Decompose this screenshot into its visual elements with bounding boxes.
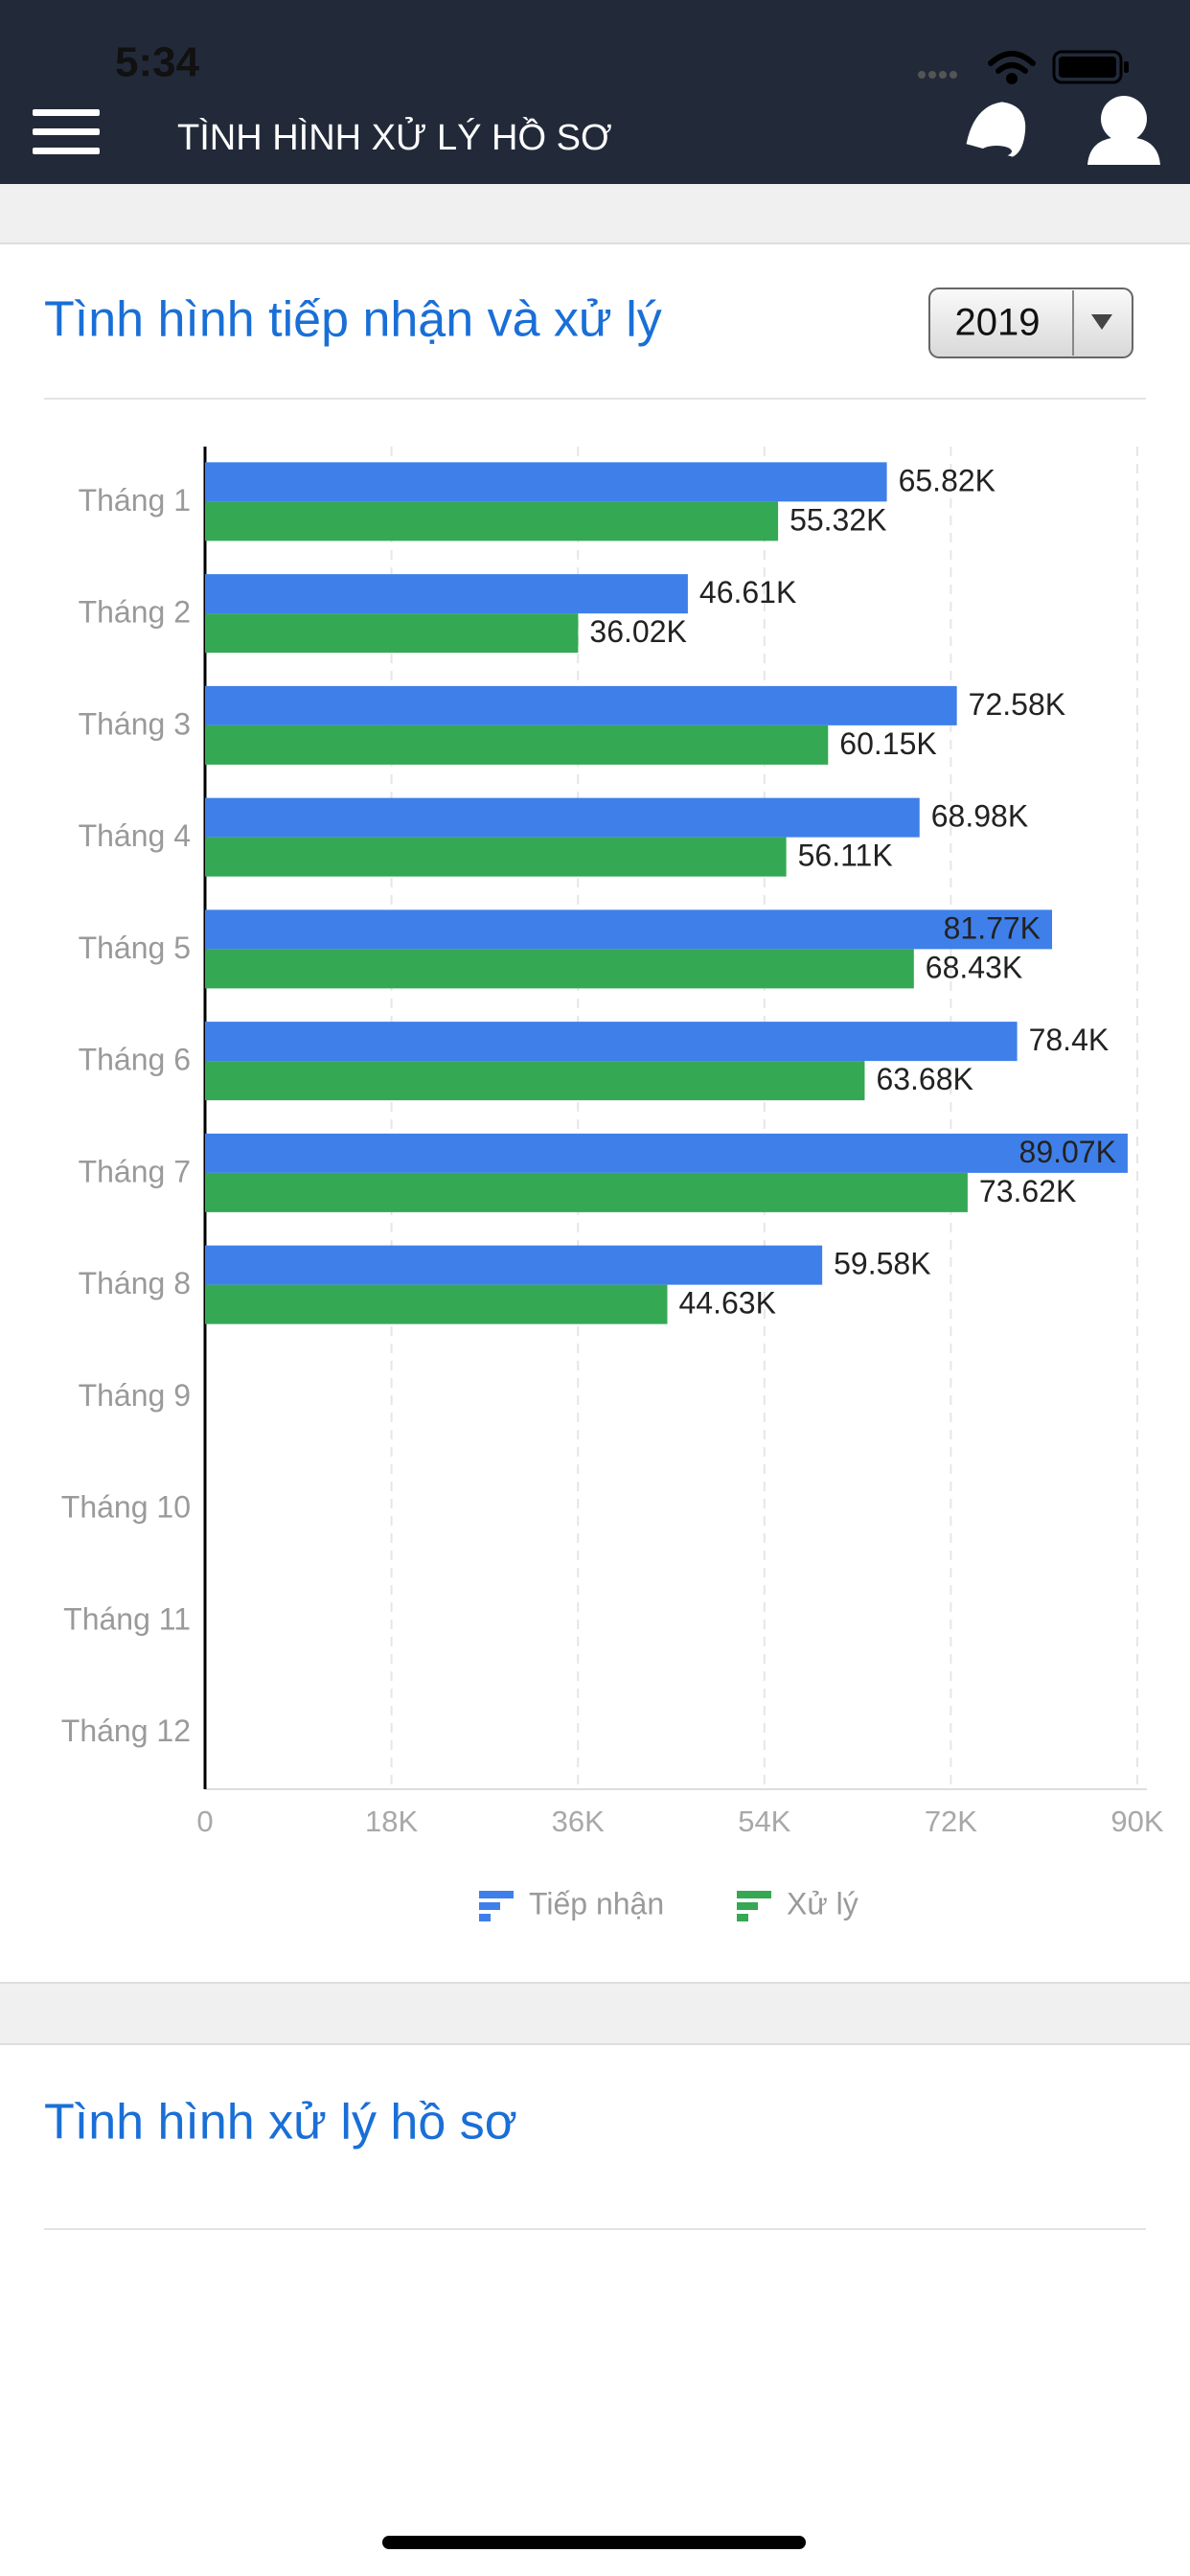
x-tick-label: 18K [365, 1805, 418, 1838]
legend-icon [479, 1891, 514, 1898]
value-label: 36.02K [589, 614, 686, 649]
y-tick-label: Tháng 5 [79, 931, 191, 965]
bar [205, 462, 887, 502]
bar [205, 1061, 865, 1101]
value-label: 59.58K [834, 1247, 930, 1281]
value-label: 89.07K [1019, 1135, 1116, 1169]
y-tick-label: Tháng 11 [63, 1601, 191, 1636]
year-value: 2019 [955, 302, 1041, 344]
bar [205, 797, 920, 838]
bar [205, 685, 957, 725]
wifi-icon [988, 51, 1036, 84]
legend-icon [737, 1914, 748, 1921]
bar [205, 837, 787, 877]
value-label: 44.63K [678, 1286, 775, 1321]
y-tick-label: Tháng 9 [79, 1378, 191, 1413]
legend-item: Xử lý [737, 1886, 858, 1921]
value-label: 73.62K [979, 1174, 1076, 1208]
legend-icon [479, 1914, 491, 1921]
separator-band [0, 184, 1190, 243]
bar [205, 574, 688, 614]
bar [205, 1245, 823, 1285]
y-tick-label: Tháng 7 [79, 1154, 191, 1188]
status-time: 5:34 [115, 39, 200, 86]
value-label: 68.98K [931, 799, 1028, 834]
bar [205, 501, 779, 541]
bar [205, 1133, 1128, 1173]
bar-chart: 0 18K 36K 54K 72K 90K Tháng 1 65.82K 55.32K Tháng… [61, 447, 1164, 1921]
home-indicator [382, 2536, 806, 2549]
bar [205, 1284, 668, 1324]
legend-label: Xử lý [787, 1886, 858, 1920]
menu-button[interactable] [33, 109, 100, 154]
value-label: 81.77K [944, 910, 1041, 945]
x-tick-label: 72K [925, 1805, 977, 1838]
separator-band [0, 1983, 1190, 2044]
bar [205, 724, 829, 765]
legend-icon [479, 1902, 500, 1910]
bar [205, 613, 579, 654]
notification-button[interactable] [965, 94, 1034, 162]
x-tick-label: 0 [196, 1805, 213, 1838]
value-label: 63.68K [876, 1062, 973, 1096]
value-label: 56.11K [798, 839, 893, 873]
x-tick-label: 90K [1110, 1805, 1163, 1838]
card-title: Tình hình tiếp nhận và xử lý [44, 292, 662, 348]
value-label: 65.82K [899, 463, 995, 497]
year-select[interactable]: 2019 [928, 288, 1133, 358]
battery-icon [1052, 50, 1129, 84]
user-button[interactable] [1087, 96, 1160, 165]
legend-item: Tiếp nhận [479, 1886, 664, 1921]
y-tick-label: Tháng 2 [79, 595, 191, 630]
card-title: Tình hình xử lý hồ sơ [44, 2095, 517, 2150]
y-tick-label: Tháng 4 [79, 818, 191, 853]
bar [205, 1022, 1018, 1062]
x-tick-label: 54K [738, 1805, 790, 1838]
value-label: 60.15K [839, 726, 936, 761]
value-label: 72.58K [969, 687, 1065, 722]
legend-label: Tiếp nhận [529, 1886, 664, 1920]
value-label: 55.32K [790, 502, 886, 537]
signal-icon [918, 71, 957, 79]
value-label: 68.43K [926, 950, 1022, 984]
y-tick-label: Tháng 12 [61, 1714, 191, 1748]
y-tick-label: Tháng 8 [79, 1266, 191, 1300]
legend-icon [737, 1891, 771, 1898]
x-tick-label: 36K [552, 1805, 605, 1838]
value-label: 78.4K [1029, 1023, 1110, 1057]
value-label: 46.61K [699, 575, 796, 610]
y-tick-label: Tháng 3 [79, 706, 191, 741]
y-tick-label: Tháng 10 [61, 1490, 191, 1525]
y-tick-label: Tháng 6 [79, 1043, 191, 1077]
legend-icon [737, 1902, 758, 1910]
header-title: TÌNH HÌNH XỬ LÝ HỒ SƠ [177, 116, 612, 158]
y-tick-label: Tháng 1 [79, 483, 191, 518]
bar [205, 949, 914, 989]
bar [205, 1172, 968, 1212]
bar [205, 909, 1053, 950]
